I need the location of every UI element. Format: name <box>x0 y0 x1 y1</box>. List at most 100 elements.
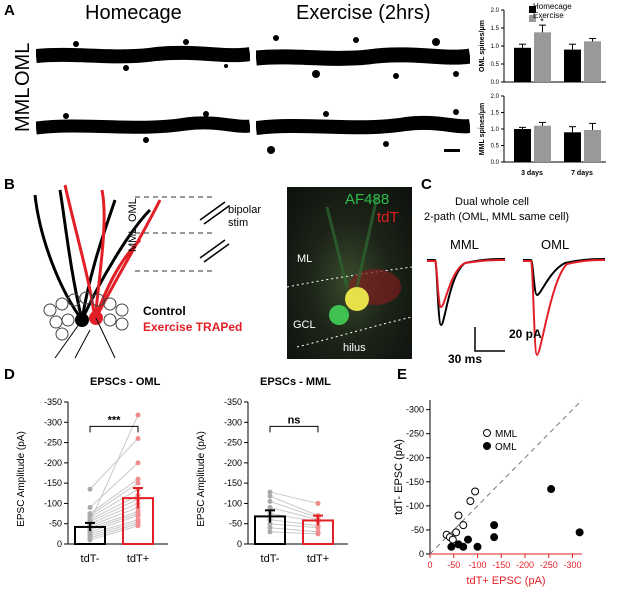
pair-line <box>89 511 139 529</box>
chart-scatter-epsc: -300 -250 -200 -150 -100 -50 00 -50 -100 -150 -200… <box>393 399 584 587</box>
legend-control: Control <box>143 304 186 318</box>
point-tdt-pos <box>135 436 141 442</box>
panel-c-title-2: 2-path (OML, MML same cell) <box>424 211 570 223</box>
bar-homecage <box>564 49 581 82</box>
layer-label-mml: MML <box>127 227 139 252</box>
pair-line <box>89 462 139 508</box>
pair-line <box>89 478 139 514</box>
legend-swatch-homecage <box>529 6 536 13</box>
y-tick-label: 0.5 <box>491 144 500 150</box>
pair-line <box>269 531 319 535</box>
point-tdt-pos <box>135 412 141 418</box>
label-af488: AF488 <box>345 191 390 208</box>
point-tdt-neg <box>267 493 273 499</box>
col-title-homecage: Homecage <box>85 2 182 24</box>
pair-line <box>269 500 319 519</box>
y-tick-label: -100 <box>224 498 242 508</box>
panel-label-d: D <box>4 366 15 383</box>
pair-line <box>269 491 319 504</box>
legend-exercise: Exercise <box>533 11 564 20</box>
x-tick-label: -50 <box>447 560 460 570</box>
trace-label-mml: MML <box>450 237 479 252</box>
significance-bracket <box>269 425 319 433</box>
x-tick-label: 0 <box>427 560 432 570</box>
x-tick-label: -250 <box>540 560 558 570</box>
point-tdt-neg <box>267 521 273 527</box>
bar-exercise <box>584 129 601 162</box>
pair-line <box>269 523 319 529</box>
y-tick-label: 0.0 <box>491 160 500 166</box>
y-tick-label: 2.0 <box>491 94 500 100</box>
pair-line <box>89 525 139 541</box>
scale-y-label: 20 pA <box>509 327 542 341</box>
bar-homecage <box>514 47 531 82</box>
panel-label-c: C <box>421 176 432 193</box>
x-tick-label: -150 <box>492 560 510 570</box>
x-tick-label: -200 <box>516 560 534 570</box>
y-tick-label: 0 <box>237 539 242 549</box>
bar-homecage <box>564 132 581 162</box>
x-tick-label: -100 <box>468 560 486 570</box>
pair-line <box>89 494 139 521</box>
y-tick-label: -150 <box>406 477 424 487</box>
point-oml <box>490 533 499 542</box>
pair-line <box>89 482 139 517</box>
point-tdt-pos <box>135 509 141 515</box>
x-tick-label: tdT+ <box>127 553 149 565</box>
pair-line <box>89 515 139 533</box>
pair-line <box>89 519 139 535</box>
y-tick-label: 0 <box>57 539 62 549</box>
label-ml: ML <box>297 253 313 265</box>
y-tick-label: -250 <box>406 429 424 439</box>
y-axis-label: EPSC Amplitude (pA) <box>196 431 207 527</box>
panel-c-title-1: Dual whole cell <box>455 196 529 208</box>
legend-homecage: Homecage <box>533 2 572 11</box>
col-title-exercise: Exercise (2hrs) <box>296 2 431 24</box>
legend-label-mml: MML <box>495 429 518 440</box>
point-tdt-pos <box>315 500 321 506</box>
legend-marker-mml <box>483 429 491 437</box>
chart-spine-density: 0.0 0.5 1.0 1.5 2.0 OML spines/μm * 0.0 0.5 1.0 1.… <box>479 6 606 177</box>
chart-epsc-mml: -350 -300 -250 -200 -150 -100 -50 0 EPSC Amplitu… <box>196 397 348 565</box>
x-tick-label: tdT- <box>261 553 280 565</box>
point-tdt-neg <box>267 498 273 504</box>
scale-x-label: 30 ms <box>448 352 483 366</box>
label-gcl: GCL <box>293 319 316 331</box>
y-tick-label: -100 <box>406 501 424 511</box>
pair-line <box>269 519 319 527</box>
scale-bar <box>444 149 460 152</box>
point-mml <box>452 528 461 537</box>
y-tick-label: -50 <box>229 519 242 529</box>
x-tick-label: 7 days <box>571 170 593 177</box>
y-tick-label: -300 <box>44 417 62 427</box>
point-oml <box>575 528 584 537</box>
point-tdt-pos <box>135 476 141 482</box>
fluorescence-image: AF488 tdT ML GCL hilus <box>287 187 412 359</box>
significance-bracket <box>89 425 139 433</box>
significance-star: * <box>540 16 544 26</box>
x-tick-label: tdT- <box>81 553 100 565</box>
micrograph-exercise-mml <box>256 92 470 158</box>
chart-d2-title: EPSCs - MML <box>260 376 331 388</box>
bar-exercise <box>584 41 601 82</box>
pair-line <box>89 523 139 539</box>
label-tdt: tdT <box>377 209 399 226</box>
y-axis-label: MML spines/μm <box>479 103 486 155</box>
y-tick-label: -50 <box>49 519 62 529</box>
pair-line <box>89 521 139 537</box>
point-tdt-neg <box>267 504 273 510</box>
point-tdt-pos <box>315 529 321 535</box>
chart-epsc-oml: -350 -300 -250 -200 -150 -100 -50 0 EPSC Amplitu… <box>16 397 168 565</box>
micrograph-homecage-oml <box>36 26 250 90</box>
point-tdt-pos <box>135 480 141 486</box>
y-tick-label: -200 <box>224 458 242 468</box>
panel-label-a: A <box>4 2 15 19</box>
layer-label-oml: OML <box>127 198 139 222</box>
point-tdt-neg <box>87 504 93 510</box>
point-mml <box>471 487 480 496</box>
point-oml <box>447 542 456 551</box>
y-tick-label: -300 <box>224 417 242 427</box>
point-tdt-neg <box>87 511 93 517</box>
unity-line <box>429 399 583 555</box>
point-oml <box>547 485 556 494</box>
